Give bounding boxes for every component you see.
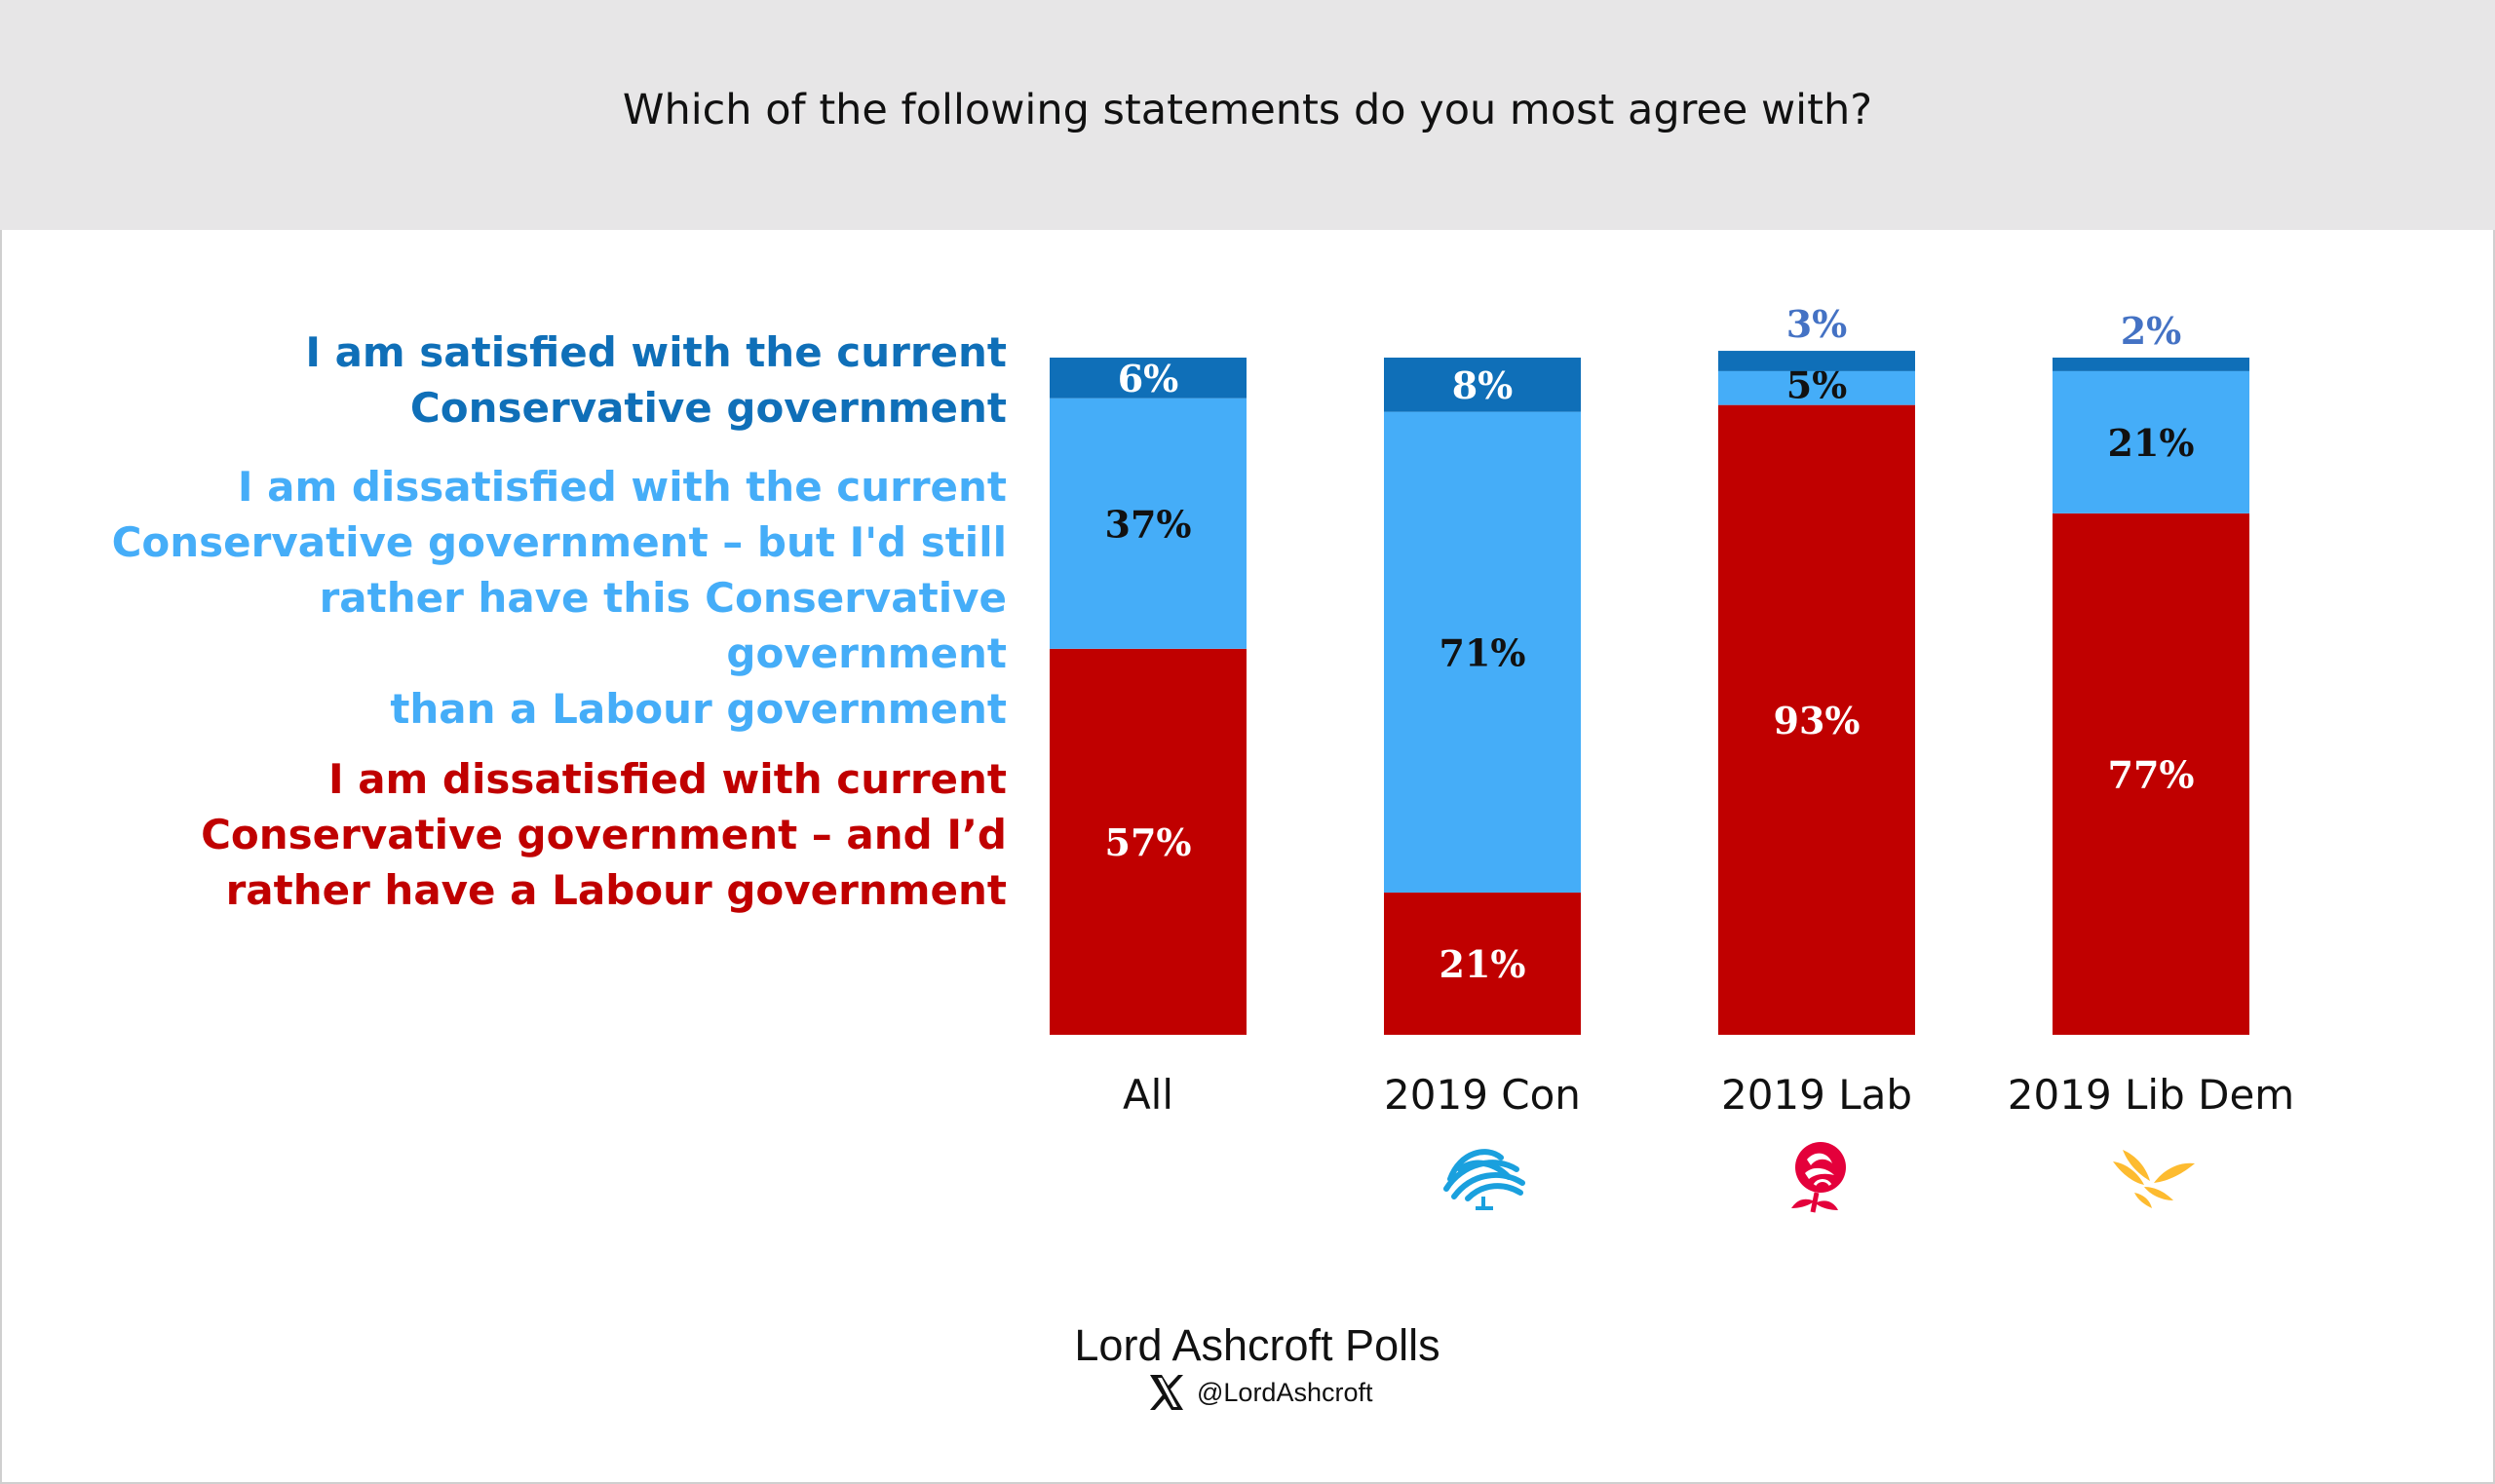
footer-brand: Lord Ashcroft Polls [1074, 1320, 1440, 1370]
bar-segment [2053, 370, 2249, 514]
legend-line: Conservative government [409, 384, 1007, 432]
legend-line: I am dissatisfied with current [327, 755, 1007, 803]
bar-segment [1718, 404, 1915, 1035]
legend-dissatisfied-prefer-lab: I am dissatisfied with current Conservat… [32, 751, 1007, 918]
bar-segment [1384, 358, 1581, 412]
category-label: All [1123, 1071, 1173, 1119]
bar-segment [1384, 893, 1581, 1035]
bar-segment [1718, 370, 1915, 405]
category-label: 2019 Lib Dem [2008, 1071, 2294, 1119]
legend-line: I am dissatisfied with the current [237, 463, 1007, 511]
legend-dissatisfied-keep-con: I am dissatisfied with the current Conse… [32, 459, 1007, 737]
data-label: 57% [1105, 820, 1192, 864]
chart-title: Which of the following statements do you… [622, 86, 1873, 134]
data-label: 6% [1118, 357, 1179, 400]
x-logo-icon [1150, 1375, 1183, 1410]
footer-handle-row: @LordAshcroft [1146, 1372, 1372, 1413]
bar-segment [1050, 398, 1247, 649]
data-label: 3% [1786, 302, 1848, 346]
legend-line: rather have a Labour government [225, 866, 1007, 914]
legend-line: Conservative government – and I’d [201, 811, 1007, 858]
legend-line: I am satisfied with the current [305, 328, 1007, 376]
bar-segment [1050, 358, 1247, 399]
data-label: 77% [2108, 752, 2195, 796]
data-label: 21% [1439, 942, 1526, 986]
legend-satisfied: I am satisfied with the current Conserva… [32, 324, 1007, 436]
footer-handle: @LordAshcroft [1197, 1377, 1373, 1407]
bar-segment [1384, 411, 1581, 894]
bar-segment [2053, 358, 2249, 371]
conservative-tree-icon [1443, 1149, 1525, 1210]
bar-segment [2053, 513, 2249, 1035]
category-label: 2019 Con [1384, 1071, 1581, 1119]
data-label: 71% [1439, 630, 1526, 674]
libdem-bird-icon [2113, 1150, 2195, 1208]
bar-segment [1718, 351, 1915, 371]
category-label: 2019 Lab [1721, 1071, 1912, 1119]
spacer [1618, 1136, 1619, 1137]
header-band [0, 0, 2495, 230]
data-label: 8% [1452, 363, 1514, 407]
data-label: 2% [2121, 309, 2182, 353]
legend-line: Conservative government – but I'd still [111, 518, 1007, 566]
legend-line: than a Labour government [390, 685, 1007, 733]
labour-rose-icon [1791, 1142, 1846, 1213]
data-label: 93% [1774, 699, 1861, 742]
data-label: 37% [1105, 502, 1192, 546]
legend-line: rather have this Conservative government [319, 574, 1007, 677]
bar-segment [1050, 648, 1247, 1035]
data-label: 21% [2108, 421, 2195, 465]
